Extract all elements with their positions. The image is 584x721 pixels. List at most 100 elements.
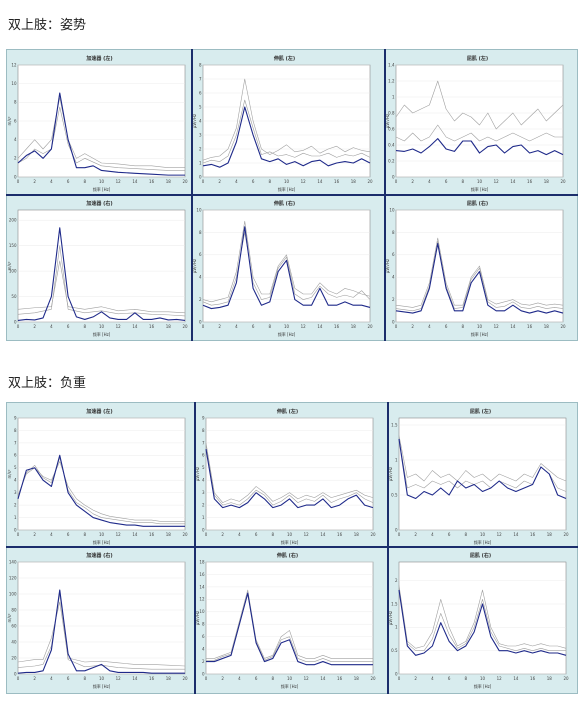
series-reference-line (206, 589, 373, 659)
chart-5: 伸肌 (右) 0 2 4 6 8 10 12 14 16 18 20 0 2 4 6 8 10 频率 [Hz] μV/… (192, 200, 373, 337)
y-tick-label: 200 (9, 218, 17, 223)
y-axis-label: μV/√Hz (388, 467, 393, 481)
section-title-posture: 双上肢：姿势 (8, 18, 87, 33)
x-tick-label: 6 (445, 324, 448, 329)
series-reference-line (202, 232, 371, 306)
x-tick-label: 6 (255, 676, 258, 681)
series-reference-line (205, 445, 374, 506)
y-tick-label: 9 (202, 415, 205, 420)
x-tick-label: 10 (287, 532, 293, 537)
plot-area (17, 561, 186, 675)
y-axis-label: μV/√Hz (385, 114, 390, 128)
x-tick-label: 16 (149, 676, 155, 681)
x-tick-label: 10 (287, 676, 293, 681)
section-title-load: 双上肢：负重 (8, 376, 87, 391)
y-tick-label: 0 (199, 174, 202, 179)
y-tick-label: 1.2 (388, 78, 395, 83)
series-main-line (205, 449, 374, 509)
y-tick-label: 140 (9, 559, 17, 564)
y-tick-label: 0.5 (391, 492, 398, 497)
y-axis-label: m/s² (7, 116, 12, 125)
x-tick-label: 12 (116, 324, 122, 329)
x-tick-label: 12 (116, 676, 122, 681)
y-tick-label: 20 (11, 655, 17, 660)
plot-area (398, 561, 567, 675)
load-col-divider-2 (387, 402, 389, 694)
x-tick-label: 16 (334, 179, 340, 184)
y-tick-label: 2 (392, 297, 395, 302)
y-tick-label: 1.5 (391, 422, 398, 427)
chart-title: 屈肌 (左) (467, 55, 488, 62)
x-tick-label: 12 (304, 676, 310, 681)
series-main-line (398, 589, 567, 656)
y-tick-label: 3 (14, 490, 17, 495)
chart-title: 屈肌 (左) (470, 408, 491, 415)
x-tick-label: 0 (17, 532, 20, 537)
x-tick-label: 12 (497, 532, 503, 537)
x-tick-label: 0 (395, 179, 398, 184)
x-tick-label: 6 (448, 676, 451, 681)
x-tick-label: 20 (563, 532, 569, 537)
x-tick-label: 0 (205, 676, 208, 681)
x-tick-label: 20 (560, 179, 566, 184)
y-tick-label: 0 (14, 671, 17, 676)
y-tick-label: 18 (199, 559, 205, 564)
y-tick-label: 0.8 (388, 110, 395, 115)
x-tick-label: 12 (497, 676, 503, 681)
chart-9: 屈肌 (左) 0 2 4 6 8 10 12 14 16 18 20 0 0.5 1 1.5 频率 [Hz] μV… (388, 408, 569, 545)
x-tick-label: 18 (351, 324, 357, 329)
x-tick-label: 4 (428, 324, 431, 329)
chart-title: 屈肌 (右) (467, 200, 488, 207)
chart-title: 加速器 (左) (85, 55, 112, 62)
x-tick-label: 16 (530, 532, 536, 537)
y-tick-label: 1 (14, 515, 17, 520)
y-tick-label: 9 (14, 415, 17, 420)
load-col-divider-1 (194, 402, 196, 694)
x-tick-label: 2 (414, 676, 417, 681)
y-tick-label: 1 (395, 457, 398, 462)
chart-11: 伸肌 (右) 0 2 4 6 8 10 12 14 16 18 20 0 2 4 6 8 10 12 14 16 18 频率… (195, 552, 376, 689)
x-tick-label: 16 (149, 179, 155, 184)
x-tick-label: 2 (218, 324, 221, 329)
x-tick-label: 6 (67, 676, 70, 681)
chart-title: 伸肌 (左) (276, 408, 298, 415)
x-tick-label: 2 (411, 324, 414, 329)
x-tick-label: 14 (513, 676, 519, 681)
x-tick-label: 12 (301, 179, 307, 184)
x-tick-label: 2 (33, 324, 36, 329)
series-main-line (395, 138, 564, 156)
y-tick-label: 7 (14, 440, 17, 445)
x-tick-label: 18 (166, 532, 172, 537)
y-axis-label: μV/√Hz (195, 467, 200, 481)
y-tick-label: 5 (202, 465, 205, 470)
x-tick-label: 8 (269, 324, 272, 329)
x-tick-label: 8 (272, 532, 275, 537)
series-reference-line (398, 435, 567, 482)
x-tick-label: 14 (132, 179, 138, 184)
y-tick-label: 5 (14, 465, 17, 470)
y-tick-label: 120 (9, 575, 17, 580)
x-tick-label: 12 (494, 179, 500, 184)
chart-title: 加速器 (右) (85, 200, 112, 207)
x-axis-label: 频率 [Hz] (474, 539, 492, 545)
x-tick-label: 10 (477, 324, 483, 329)
posture-row-divider (6, 194, 578, 196)
y-tick-label: 100 (9, 268, 17, 273)
x-tick-label: 18 (544, 324, 550, 329)
y-tick-label: 0 (202, 527, 205, 532)
x-tick-label: 18 (351, 179, 357, 184)
y-tick-label: 7 (202, 440, 205, 445)
x-tick-label: 4 (238, 676, 241, 681)
y-tick-label: 4 (202, 478, 205, 483)
y-tick-label: 5 (199, 104, 202, 109)
x-axis-label: 频率 [Hz] (93, 186, 111, 192)
x-tick-label: 6 (252, 324, 255, 329)
y-tick-label: 10 (389, 207, 395, 212)
y-tick-label: 1 (395, 625, 398, 630)
y-tick-label: 7 (199, 76, 202, 81)
y-tick-label: 6 (14, 118, 17, 123)
y-tick-label: 8 (199, 62, 202, 67)
x-tick-label: 4 (235, 324, 238, 329)
x-tick-label: 0 (398, 676, 401, 681)
